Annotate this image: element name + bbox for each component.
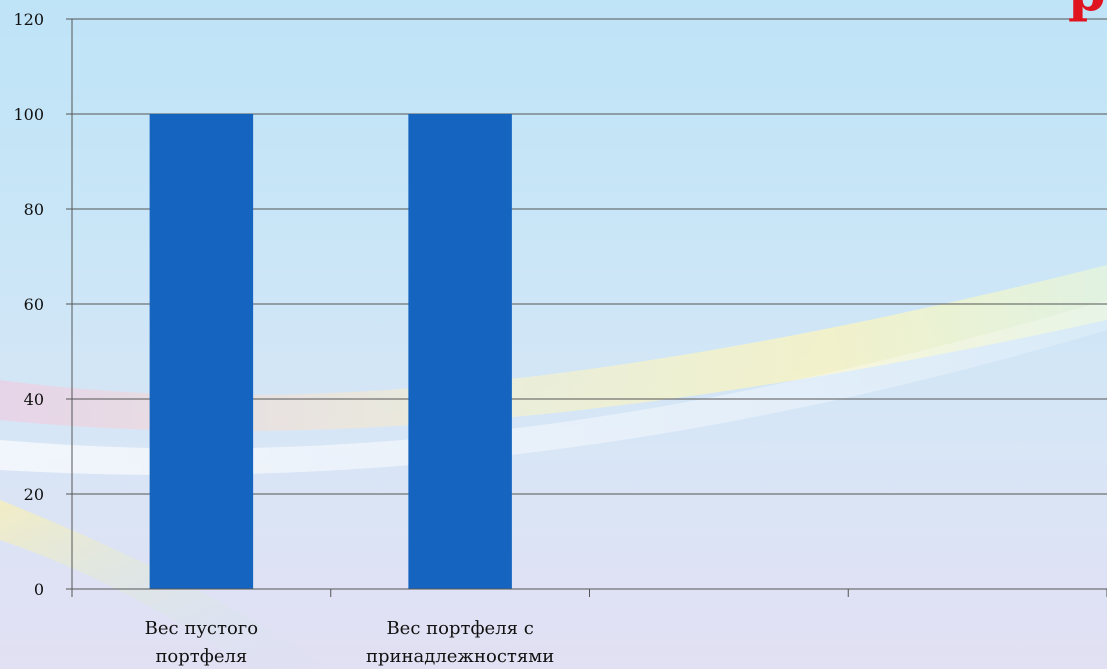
y-tick-label-100: 100 — [13, 105, 44, 124]
corner-glyph: р — [1068, 0, 1106, 23]
bar-0 — [149, 114, 254, 589]
x-category-label-1-0: Вес портфеля с — [386, 618, 533, 639]
bar-1 — [408, 114, 512, 589]
x-category-label-0-0: Вес пустого — [145, 618, 258, 639]
y-tick-label-0: 0 — [34, 580, 44, 599]
y-tick-label-80: 80 — [24, 200, 44, 219]
y-tick-label-20: 20 — [24, 485, 44, 504]
axes — [66, 18, 1107, 597]
bars — [149, 114, 512, 589]
y-tick-label-60: 60 — [24, 295, 44, 314]
x-category-label-1-1: принадлежностями — [366, 646, 554, 667]
y-tick-label-120: 120 — [13, 10, 44, 29]
x-category-label-0-1: портфеля — [155, 646, 247, 667]
y-tick-label-40: 40 — [24, 390, 44, 409]
axis-labels: 0 20 40 60 80 100 120 Вес пустого портфеля Вес по… — [13, 10, 554, 667]
